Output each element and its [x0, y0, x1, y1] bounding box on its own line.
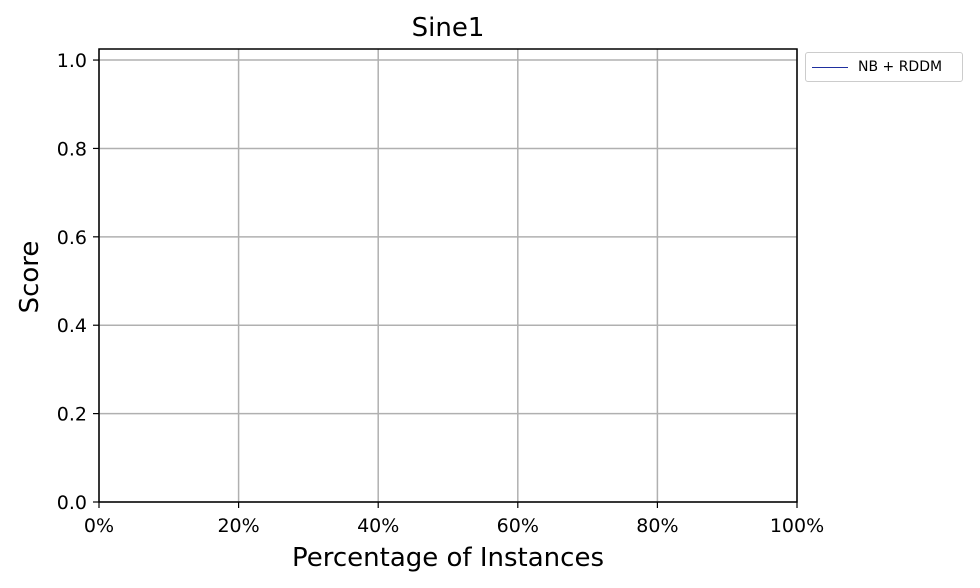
y-axis-label: Score [15, 241, 45, 314]
chart-title: Sine1 [412, 13, 485, 43]
x-tick-label: 80% [636, 515, 678, 537]
y-tick-label: 1.0 [57, 50, 87, 72]
x-axis-label: Percentage of Instances [292, 543, 604, 573]
x-tick-label: 60% [497, 515, 539, 537]
x-tick-label: 40% [357, 515, 399, 537]
y-tick-label: 0.6 [57, 227, 87, 249]
y-axis-ticks: 0.0 0.2 0.4 0.6 0.8 1.0 [57, 50, 99, 514]
y-tick-label: 0.8 [57, 138, 87, 160]
x-axis-ticks: 0% 20% 40% 60% 80% 100% [84, 502, 824, 537]
plot-frame [98, 48, 798, 503]
legend: NB + RDDM [805, 52, 963, 82]
legend-line-swatch [812, 66, 848, 68]
x-tick-label: 0% [84, 515, 114, 537]
x-tick-label: 100% [770, 515, 824, 537]
y-tick-label: 0.2 [57, 404, 87, 426]
y-tick-label: 0.4 [57, 315, 87, 337]
x-tick-label: 20% [217, 515, 259, 537]
legend-label: NB + RDDM [858, 59, 943, 75]
grid [98, 49, 798, 503]
y-tick-label: 0.0 [57, 492, 87, 514]
